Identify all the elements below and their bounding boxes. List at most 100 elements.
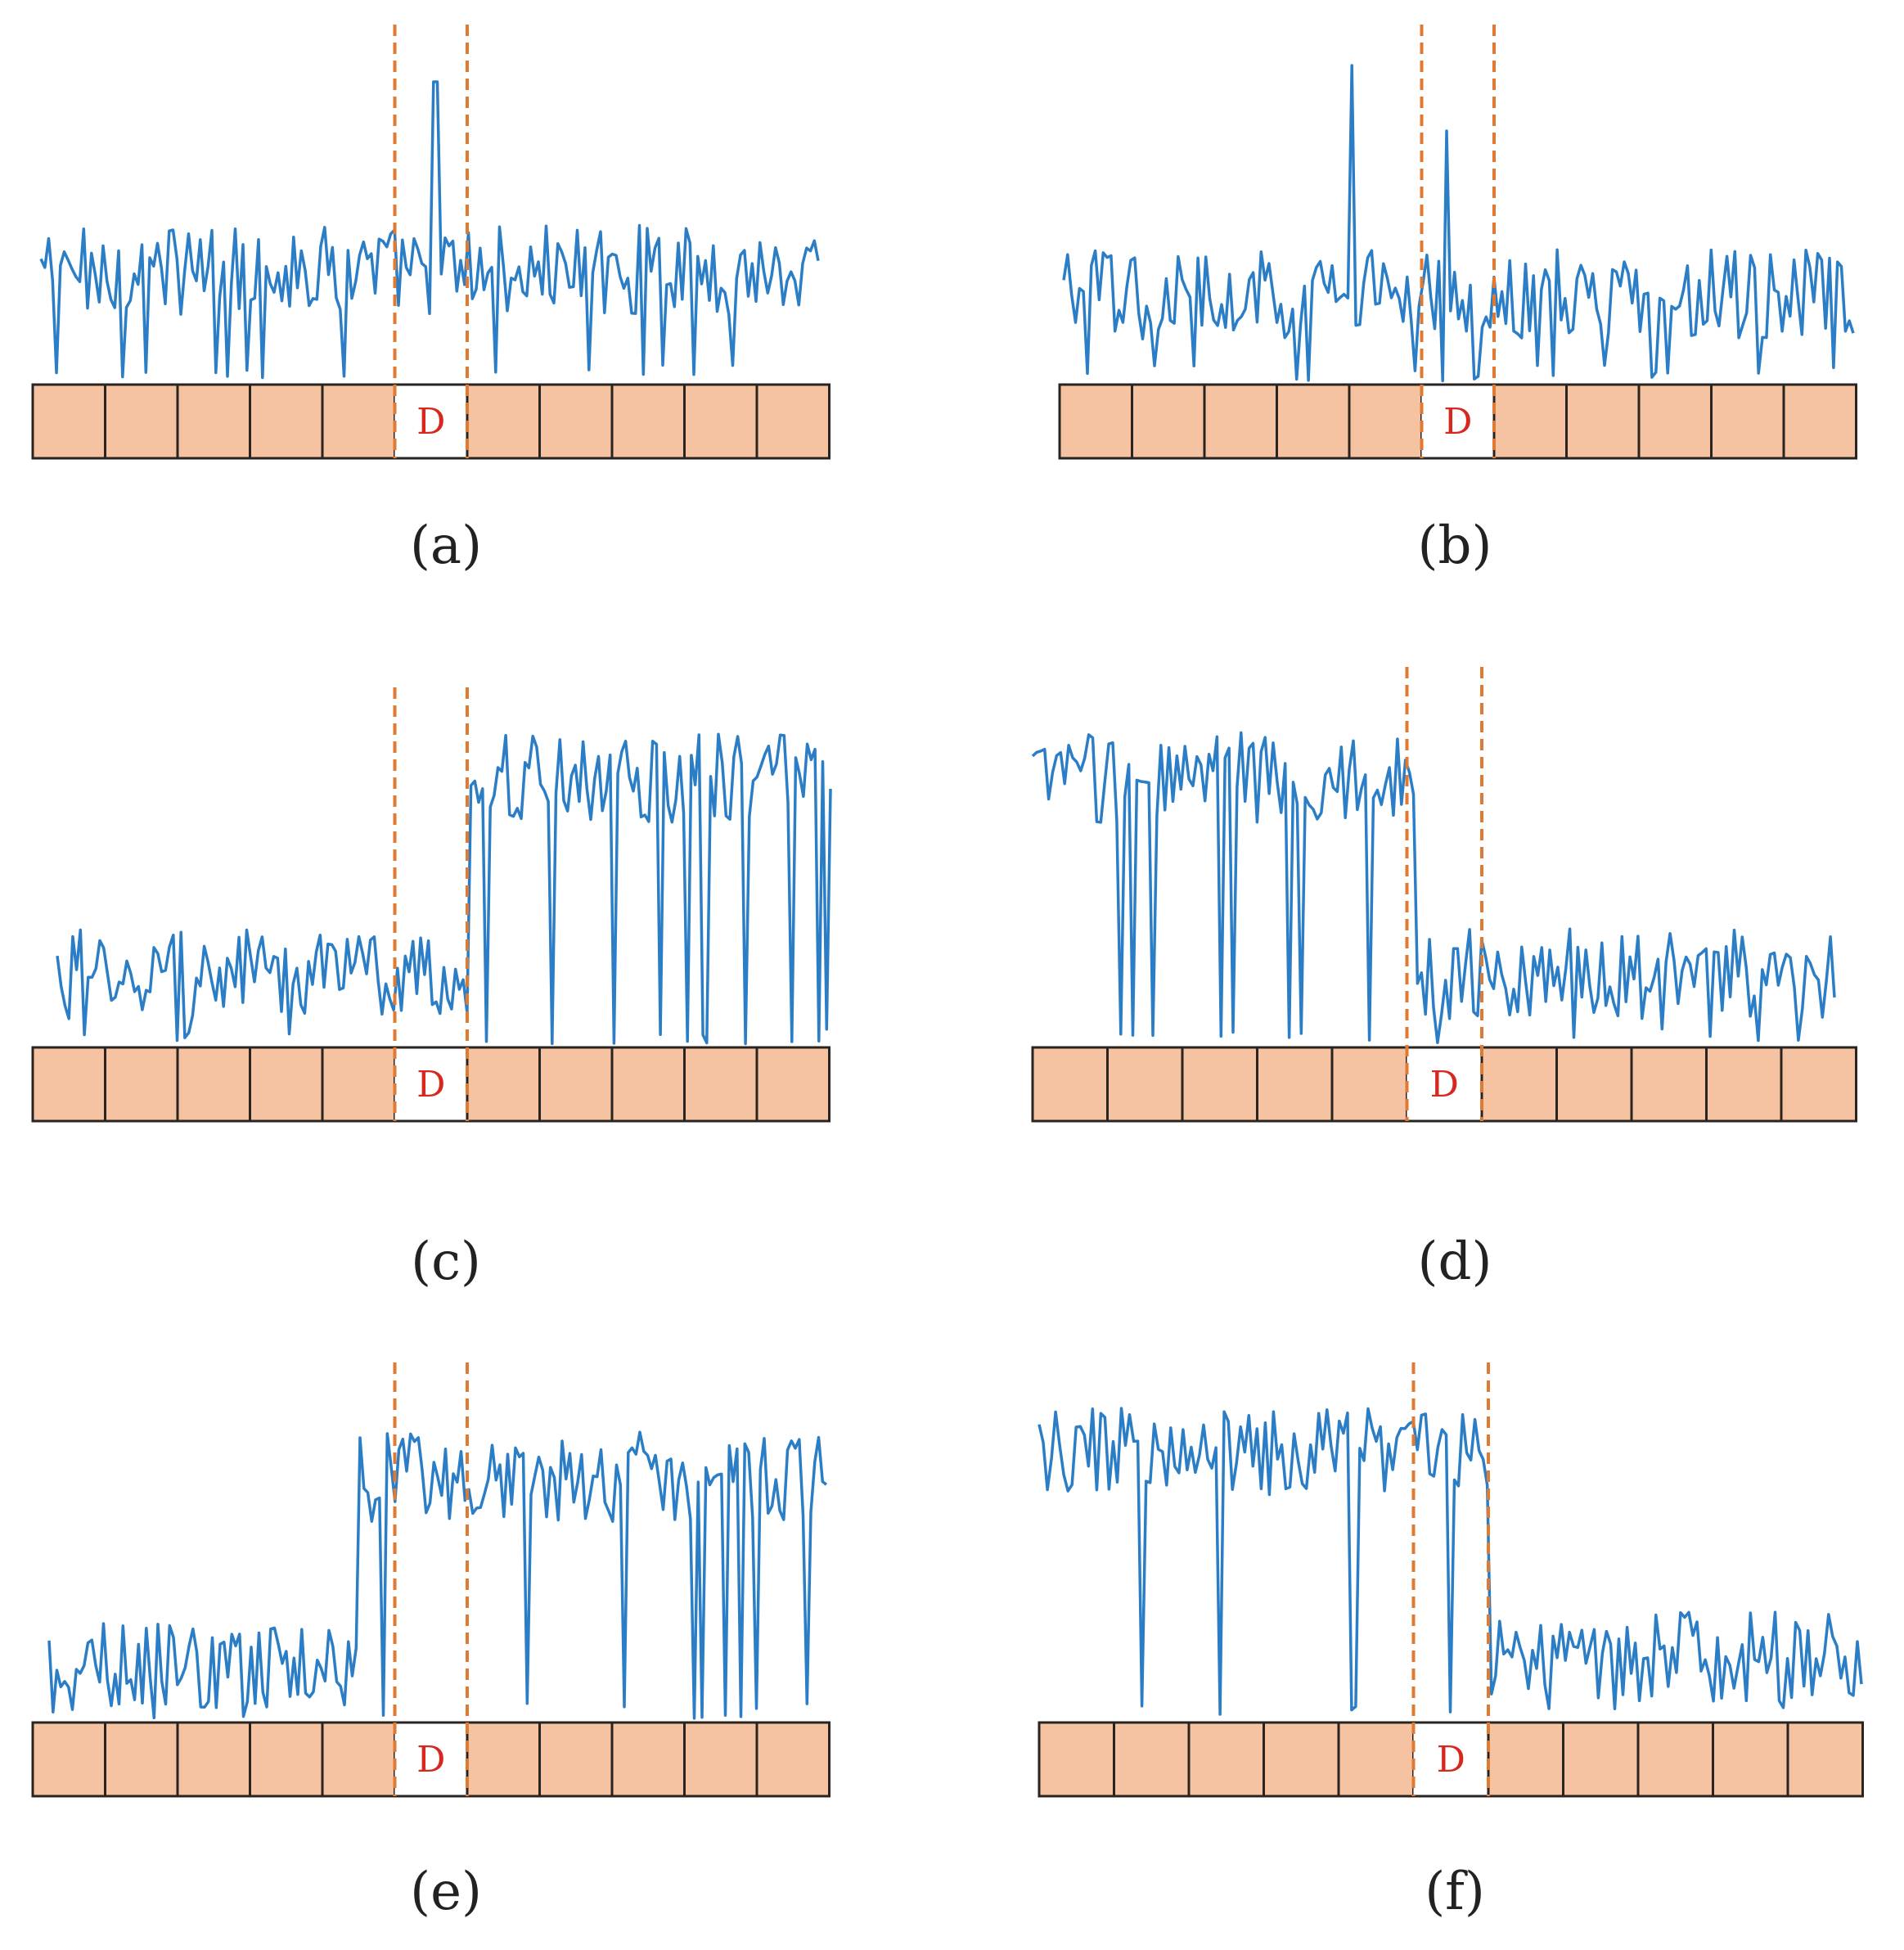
caption-f: (f) <box>1425 1862 1485 1922</box>
strip-cell <box>321 1721 396 1798</box>
strip-cell <box>1337 1721 1415 1798</box>
window-label: D <box>416 401 445 443</box>
signal-trace <box>39 80 820 380</box>
strip-cell <box>1181 1046 1258 1123</box>
strip-cell <box>1330 1046 1408 1123</box>
strip-cell <box>176 383 251 460</box>
strip-cell <box>31 1046 106 1123</box>
strip-cell <box>1038 1721 1115 1798</box>
panel-f-graphic: D <box>1038 1362 1864 1798</box>
panel-c: D <box>31 687 835 1146</box>
strip-cell <box>1263 1721 1340 1798</box>
strip-cell <box>1131 383 1206 460</box>
window-cell <box>394 1047 467 1121</box>
strip-frame <box>1031 1046 1857 1123</box>
strip-cell <box>610 1721 686 1798</box>
panel-a: D <box>31 25 835 483</box>
strip-cell <box>104 383 179 460</box>
strip-frame <box>31 383 830 460</box>
window-cell <box>1421 385 1494 458</box>
strip-cell <box>683 1046 758 1123</box>
strip-frame <box>31 1046 830 1123</box>
strip-cell <box>321 383 396 460</box>
window-cell <box>394 1723 467 1796</box>
window-label: D <box>416 1064 445 1106</box>
strip-cell <box>1630 1046 1708 1123</box>
strip-cell <box>755 1046 830 1123</box>
strip-cell <box>104 1721 179 1798</box>
window-cell <box>394 385 467 458</box>
strip-cell <box>1058 383 1133 460</box>
caption-c: (c) <box>411 1232 481 1292</box>
strip-cell <box>683 1721 758 1798</box>
strip-cell <box>610 1046 686 1123</box>
strip-cell <box>1555 1046 1633 1123</box>
panel-a-graphic: D <box>31 25 830 460</box>
caption-b: (b) <box>1417 516 1492 576</box>
strip-cell <box>538 1046 614 1123</box>
strip-cell <box>538 383 614 460</box>
strip-frame <box>31 1721 830 1798</box>
window-cell <box>1413 1723 1488 1796</box>
strip-cell <box>466 1046 541 1123</box>
panel-f: D <box>1038 1362 1866 1821</box>
panel-b: D <box>1058 25 1861 483</box>
strip-cell <box>1276 383 1351 460</box>
signal-trace <box>56 732 832 1046</box>
strip-frame <box>1058 383 1857 460</box>
strip-cell <box>1480 1046 1558 1123</box>
strip-cell <box>1113 1721 1191 1798</box>
strip-cell <box>1348 383 1423 460</box>
strip-cell <box>1782 383 1857 460</box>
caption-d: (d) <box>1417 1232 1492 1292</box>
panel-e: D <box>31 1362 835 1821</box>
strip-cell <box>755 383 830 460</box>
window-label: D <box>416 1739 445 1781</box>
strip-cell <box>466 383 541 460</box>
strip-cell <box>1565 383 1641 460</box>
signal-trace <box>1031 731 1836 1044</box>
strip-cell <box>176 1046 251 1123</box>
strip-cell <box>683 383 758 460</box>
strip-cell <box>1780 1046 1857 1123</box>
strip-cell <box>249 1721 324 1798</box>
strip-frame <box>1038 1721 1864 1798</box>
strip-cell <box>1492 383 1568 460</box>
signal-trace <box>1038 1407 1863 1716</box>
strip-cell <box>1487 1721 1564 1798</box>
strip-cell <box>249 383 324 460</box>
strip-cell <box>1705 1046 1783 1123</box>
strip-cell <box>321 1046 396 1123</box>
strip-cell <box>1031 1046 1109 1123</box>
strip-cell <box>1187 1721 1265 1798</box>
strip-cell <box>1562 1721 1640 1798</box>
panel-b-graphic: D <box>1058 25 1857 460</box>
caption-a: (a) <box>409 516 483 576</box>
strip-cell <box>755 1721 830 1798</box>
panel-e-graphic: D <box>31 1362 830 1798</box>
window-label: D <box>1437 1739 1465 1781</box>
strip-cell <box>1106 1046 1184 1123</box>
panel-d-graphic: D <box>1031 667 1857 1123</box>
strip-cell <box>1636 1721 1714 1798</box>
signal-trace <box>1062 64 1855 383</box>
strip-cell <box>610 383 686 460</box>
strip-cell <box>1203 383 1278 460</box>
window-label: D <box>1443 401 1472 443</box>
strip-cell <box>104 1046 179 1123</box>
window-label: D <box>1430 1064 1459 1106</box>
strip-cell <box>249 1046 324 1123</box>
strip-cell <box>31 383 106 460</box>
strip-cell <box>1712 1721 1789 1798</box>
strip-cell <box>1710 383 1785 460</box>
strip-cell <box>1786 1721 1864 1798</box>
strip-cell <box>1256 1046 1334 1123</box>
strip-cell <box>538 1721 614 1798</box>
caption-e: (e) <box>410 1862 482 1922</box>
window-cell <box>1407 1047 1482 1121</box>
panel-c-graphic: D <box>31 687 832 1123</box>
panel-d: D <box>1031 667 1859 1125</box>
signal-trace <box>47 1430 828 1720</box>
strip-cell <box>31 1721 106 1798</box>
strip-cell <box>466 1721 541 1798</box>
